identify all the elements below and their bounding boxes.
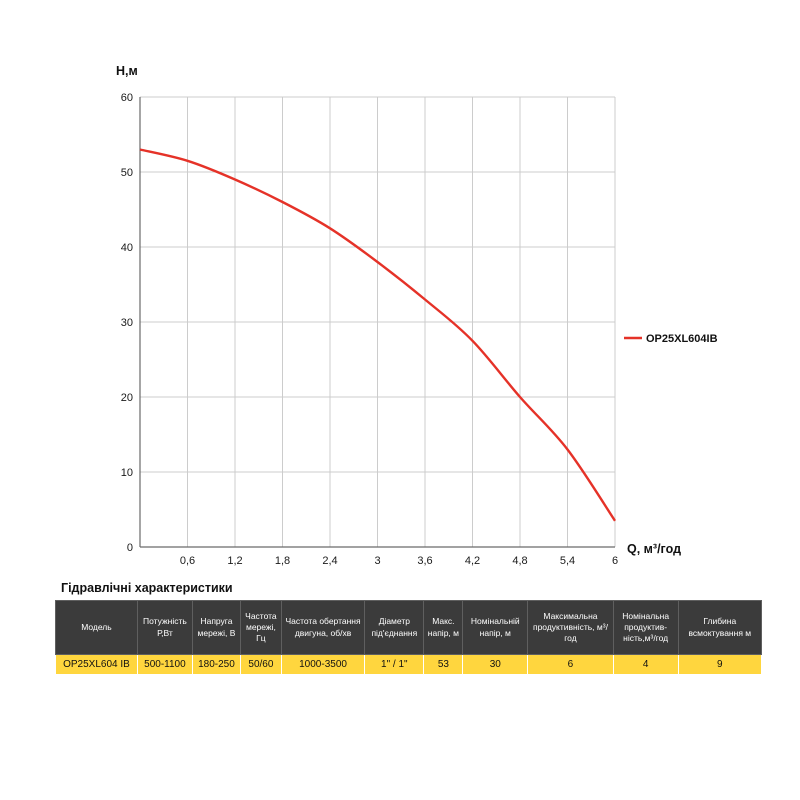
svg-text:40: 40 <box>121 242 133 254</box>
svg-text:3: 3 <box>374 555 380 567</box>
table-title: Гідравлічні характеристики <box>61 581 233 595</box>
pump-curve-svg: 0,6 1,2 1,8 2,4 3 3,6 4,2 4,8 5,4 60102030405060H… <box>116 64 718 567</box>
svg-text:20: 20 <box>121 392 133 404</box>
header-nominal-head: Номінальній напір, м <box>462 600 529 655</box>
header-motor-speed: Частота обертання двигуна, об/хв <box>280 600 366 655</box>
svg-text:50: 50 <box>121 167 133 179</box>
value-nominal-capacity: 4 <box>612 654 679 675</box>
header-suction-depth: Глибина всмоктування м <box>677 600 763 655</box>
svg-text:60: 60 <box>121 92 133 104</box>
svg-text:4,2: 4,2 <box>465 555 480 567</box>
header-frequency: Частота мережі, Гц <box>239 600 282 655</box>
value-max-head: 53 <box>423 654 464 675</box>
pump-curve-chart: 0,6 1,2 1,8 2,4 3 3,6 4,2 4,8 5,4 6 0 10 20 30 40 50 60 H… <box>116 64 718 567</box>
svg-text:4,8: 4,8 <box>512 555 527 567</box>
header-nominal-capacity: Номінальна продуктив- ність,м³/год <box>612 600 679 655</box>
svg-text:0: 0 <box>127 542 133 554</box>
svg-text:30: 30 <box>121 317 133 329</box>
value-motor-speed: 1000-3500 <box>280 654 366 675</box>
svg-text:3,6: 3,6 <box>417 555 432 567</box>
specs-table: Модель Потужність Р,Вт Напруга мережі, В… <box>55 600 763 675</box>
header-max-capacity: Максимальна продуктивність, м³/год <box>527 600 614 655</box>
value-suction-depth: 9 <box>677 654 763 675</box>
value-max-capacity: 6 <box>527 654 614 675</box>
value-model: OP25XL604 IB <box>55 654 138 675</box>
header-voltage: Напруга мережі, В <box>191 600 241 655</box>
x-axis-label: Q, м³/год <box>627 542 681 556</box>
specs-value-row: OP25XL604 IB 500-1100 180-250 50/60 1000… <box>55 654 763 675</box>
value-power: 500-1100 <box>136 654 193 675</box>
header-power: Потужність Р,Вт <box>136 600 193 655</box>
hydraulic-specs-section: Гідравлічні характеристики Модель Потужн… <box>55 581 763 675</box>
value-voltage: 180-250 <box>191 654 241 675</box>
svg-text:6: 6 <box>612 555 618 567</box>
header-model: Модель <box>55 600 138 655</box>
specs-header-row: Модель Потужність Р,Вт Напруга мережі, В… <box>55 600 763 655</box>
value-frequency: 50/60 <box>239 654 282 675</box>
svg-text:2,4: 2,4 <box>322 555 337 567</box>
header-connection-diameter: Діаметр під'єднання <box>364 600 425 655</box>
svg-text:0,6: 0,6 <box>180 555 195 567</box>
y-axis-label: H,м <box>116 64 138 78</box>
svg-text:5,4: 5,4 <box>560 555 575 567</box>
legend-label: OP25XL604IB <box>646 333 718 345</box>
svg-text:1,8: 1,8 <box>275 555 290 567</box>
value-nominal-head: 30 <box>462 654 529 675</box>
svg-text:10: 10 <box>121 467 133 479</box>
header-max-head: Макс. напір, м <box>423 600 464 655</box>
value-connection-diameter: 1" / 1" <box>364 654 425 675</box>
svg-text:1,2: 1,2 <box>227 555 242 567</box>
pump-curve-line <box>139 148 616 522</box>
